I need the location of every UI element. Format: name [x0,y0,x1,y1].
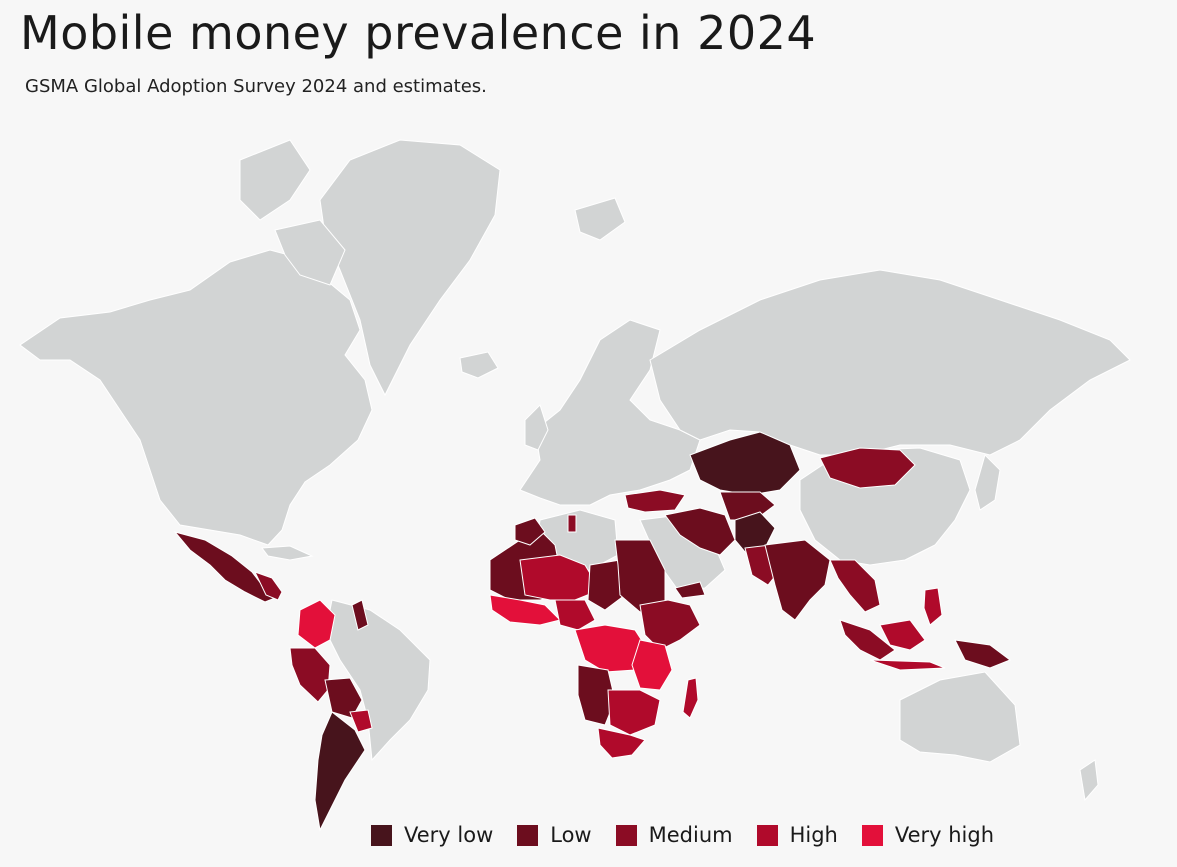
region-mali-niger [519,554,601,601]
region-turkey [624,489,686,513]
region-nigeria [554,599,596,631]
region-angola-namibia [577,664,616,726]
land-arctic-islands [239,139,311,221]
region-paraguay [349,709,373,733]
region-mongolia [819,447,916,489]
region-chad [587,559,626,611]
region-philippines [923,587,943,626]
region-iraq-iran [664,507,736,556]
legend-item-high: High [756,823,838,847]
legend-label-very-low: Very low [404,823,494,847]
region-venezuela [351,599,369,631]
land-uk [524,404,549,451]
region-west-coast [489,594,561,626]
land-north-america [19,249,373,546]
region-papua-new-guinea [954,639,1012,669]
land-new-zealand [1079,759,1099,802]
legend-swatch-medium [615,824,637,846]
region-tunisia [567,514,577,533]
legend: Very low Low Medium High Very high [371,823,1018,847]
region-kazakhstan [689,431,801,496]
no-data-land [19,139,1131,802]
land-japan [974,454,1001,511]
region-madagascar [682,677,699,719]
land-south-america [327,599,431,762]
page-title: Mobile money prevalence in 2024 [20,6,817,60]
mobile-money-countries [173,431,1012,832]
region-indonesia-central [879,619,926,651]
region-central-america [254,571,283,601]
legend-swatch-low [517,824,539,846]
legend-label-very-high: Very high [894,823,995,847]
legend-swatch-very-low [371,824,392,846]
region-myanmar-thailand [829,559,881,613]
land-russia [649,269,1131,456]
region-india [764,539,831,621]
land-cuba [261,545,314,561]
land-greenland [319,139,501,397]
legend-item-medium: Medium [615,823,733,847]
region-morocco [514,517,546,546]
land-baffin [274,219,346,286]
region-yemen [674,581,706,599]
land-europe [519,319,701,506]
legend-swatch-high [756,824,778,846]
land-svalbard [574,197,626,241]
land-australia [899,671,1021,763]
region-bolivia [324,677,363,719]
region-southern-africa-mid [607,689,661,736]
region-horn-of-africa [639,599,701,651]
legend-label-medium: Medium [648,823,733,847]
land-iceland [459,351,499,379]
legend-swatch-very-high [861,824,883,846]
legend-label-high: High [789,823,838,847]
legend-label-low: Low [550,823,592,847]
region-east-africa [631,639,673,691]
legend-item-very-low: Very low [371,823,493,847]
page-subtitle: GSMA Global Adoption Survey 2024 and est… [25,76,487,97]
region-argentina [314,711,366,832]
legend-item-very-high: Very high [861,823,995,847]
region-timor-east-islands [869,659,946,671]
region-south-africa [597,727,646,759]
region-mexico [173,531,276,603]
region-peru [289,647,331,703]
legend-item-low: Low [517,823,592,847]
region-colombia [297,599,336,649]
